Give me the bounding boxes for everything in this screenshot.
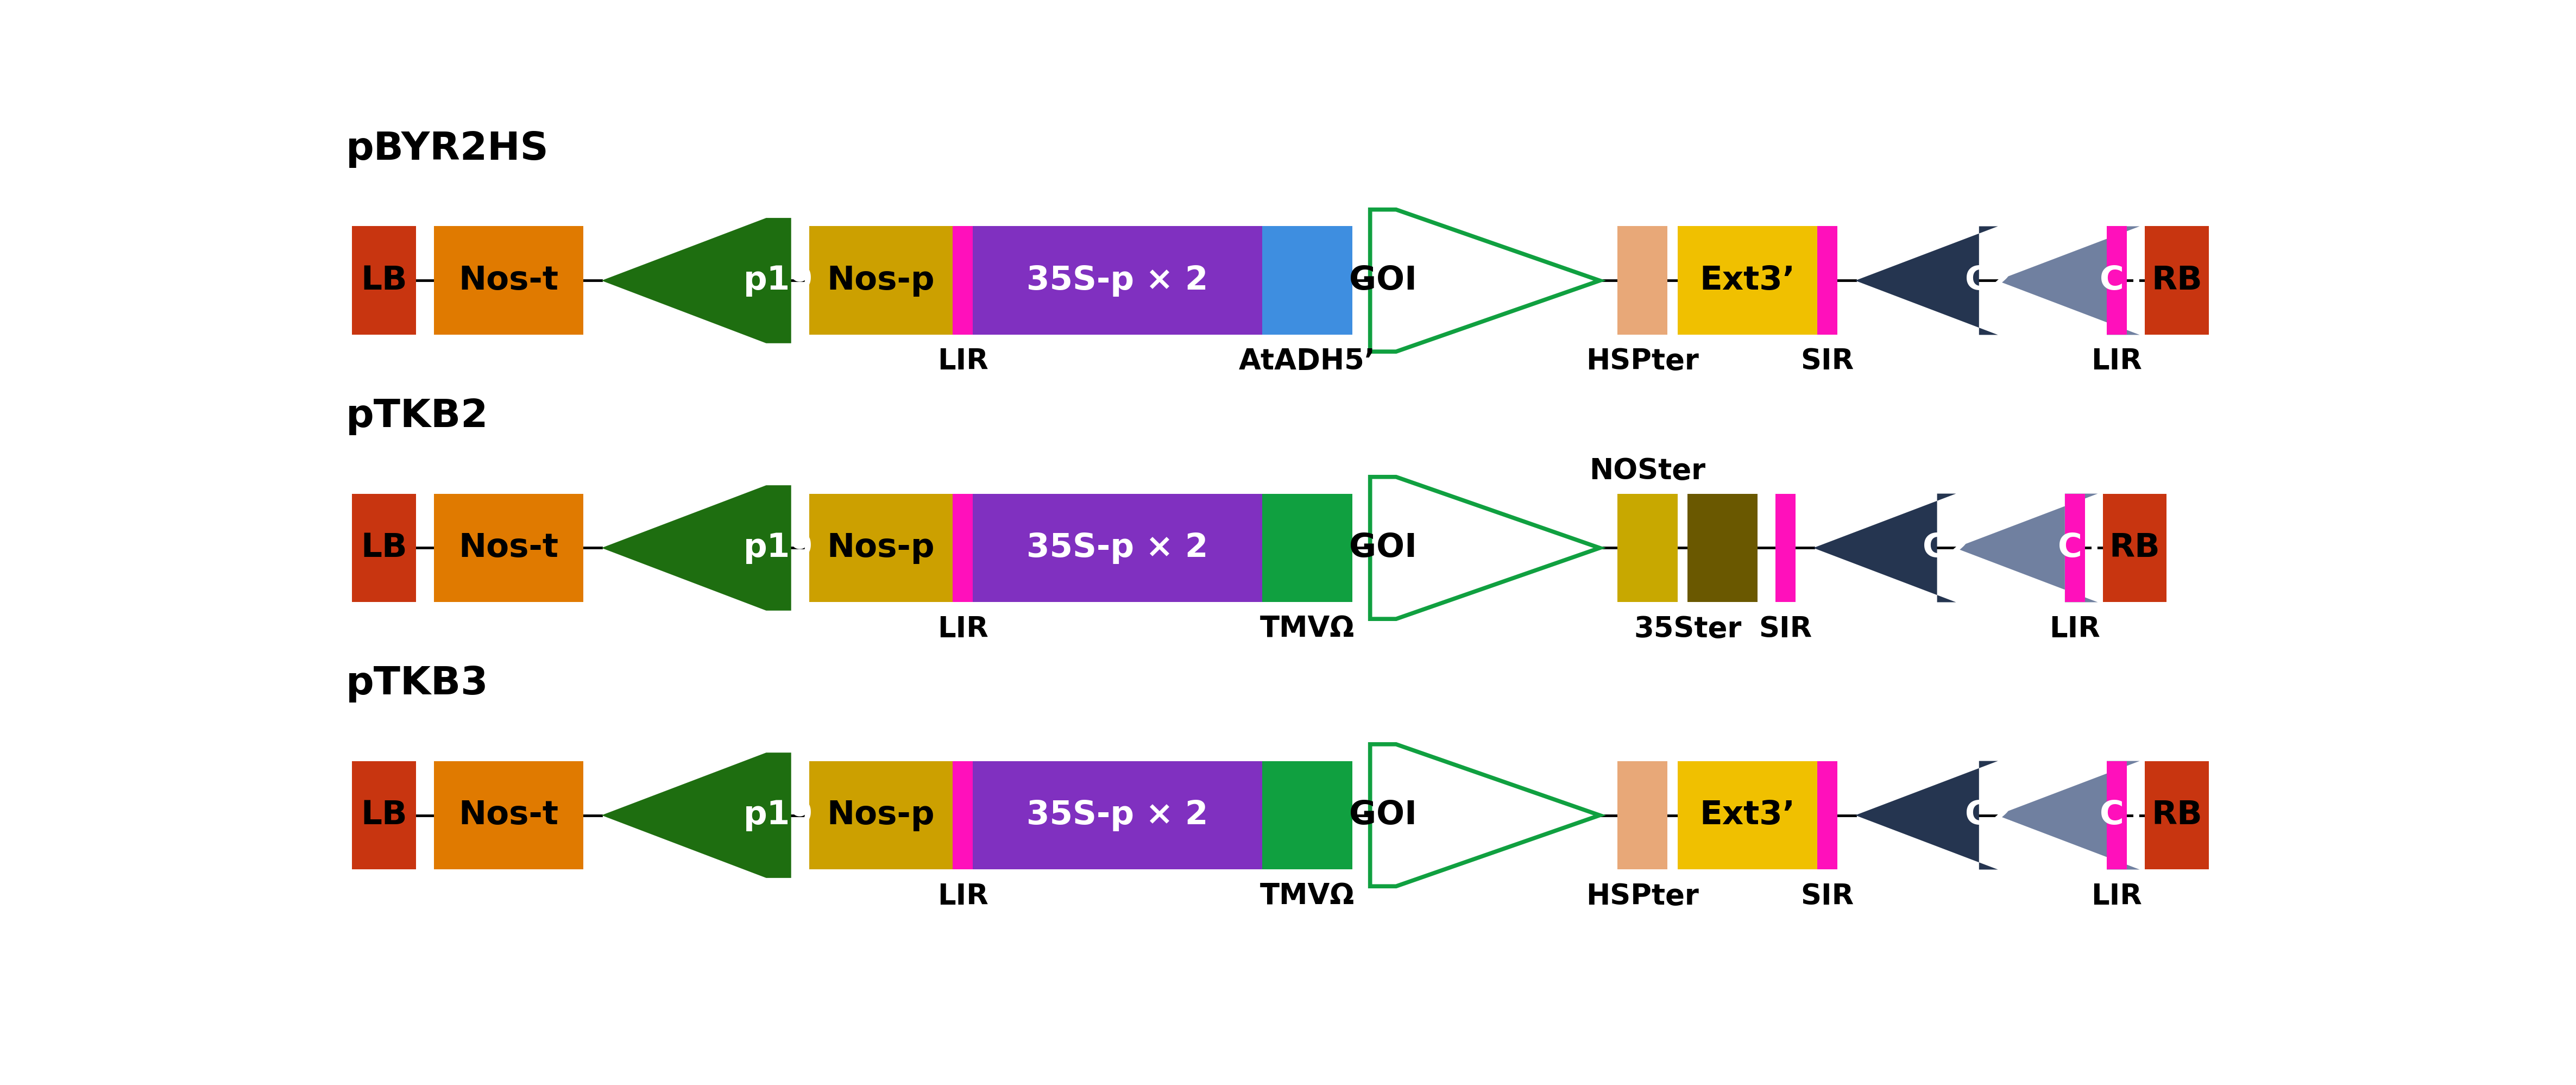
- FancyBboxPatch shape: [1262, 761, 1352, 869]
- Polygon shape: [1955, 494, 2097, 602]
- Text: LIR: LIR: [938, 882, 989, 910]
- Text: GOI: GOI: [1350, 532, 1417, 564]
- FancyBboxPatch shape: [953, 494, 974, 602]
- Text: TMVΩ: TMVΩ: [1260, 615, 1355, 643]
- Polygon shape: [1370, 477, 1600, 618]
- Text: LIR: LIR: [2092, 347, 2143, 375]
- FancyBboxPatch shape: [2066, 494, 2084, 602]
- Text: LB: LB: [361, 532, 407, 564]
- Polygon shape: [1855, 761, 1999, 869]
- FancyBboxPatch shape: [1618, 227, 1667, 335]
- Polygon shape: [1370, 744, 1600, 886]
- Text: RB: RB: [2151, 265, 2202, 296]
- FancyBboxPatch shape: [2146, 761, 2208, 869]
- FancyBboxPatch shape: [433, 227, 585, 335]
- FancyBboxPatch shape: [353, 227, 415, 335]
- Text: LB: LB: [361, 800, 407, 831]
- Text: Nos-t: Nos-t: [459, 265, 559, 296]
- FancyBboxPatch shape: [974, 494, 1262, 602]
- Text: NOSter: NOSter: [1589, 457, 1705, 485]
- Text: Nos-t: Nos-t: [459, 800, 559, 831]
- FancyBboxPatch shape: [1816, 761, 1837, 869]
- Text: LIR: LIR: [938, 615, 989, 643]
- Text: RB: RB: [2151, 800, 2202, 831]
- FancyBboxPatch shape: [2107, 761, 2128, 869]
- FancyBboxPatch shape: [809, 494, 953, 602]
- Text: GOI: GOI: [1350, 800, 1417, 831]
- FancyBboxPatch shape: [809, 761, 953, 869]
- FancyBboxPatch shape: [1775, 494, 1795, 602]
- Polygon shape: [1996, 761, 2141, 869]
- Text: p19: p19: [744, 532, 814, 564]
- Polygon shape: [1370, 209, 1600, 352]
- FancyBboxPatch shape: [2102, 494, 2166, 602]
- FancyBboxPatch shape: [974, 761, 1262, 869]
- Text: pBYR2HS: pBYR2HS: [345, 130, 549, 168]
- FancyBboxPatch shape: [1618, 494, 1677, 602]
- Text: p19: p19: [744, 265, 814, 296]
- Polygon shape: [1996, 227, 2141, 335]
- Text: HSPter: HSPter: [1587, 347, 1700, 375]
- FancyBboxPatch shape: [1677, 761, 1816, 869]
- Polygon shape: [600, 753, 791, 878]
- FancyBboxPatch shape: [953, 227, 974, 335]
- Text: C1: C1: [2058, 532, 2105, 564]
- FancyBboxPatch shape: [1618, 761, 1667, 869]
- Text: 35S-p × 2: 35S-p × 2: [1028, 532, 1208, 564]
- Polygon shape: [600, 218, 791, 343]
- Text: Ext3’: Ext3’: [1700, 265, 1795, 296]
- Text: 35Ster: 35Ster: [1633, 615, 1741, 643]
- Text: LIR: LIR: [938, 347, 989, 375]
- Text: LIR: LIR: [2092, 882, 2143, 910]
- Text: Nos-t: Nos-t: [459, 532, 559, 564]
- Text: AtADH5’: AtADH5’: [1239, 347, 1376, 375]
- FancyBboxPatch shape: [1687, 494, 1757, 602]
- Text: Nos-p: Nos-p: [827, 532, 935, 564]
- FancyBboxPatch shape: [1816, 227, 1837, 335]
- Text: LB: LB: [361, 265, 407, 296]
- Text: SIR: SIR: [1759, 615, 1811, 643]
- Text: SIR: SIR: [1801, 347, 1855, 375]
- Text: Ext3’: Ext3’: [1700, 800, 1795, 831]
- Text: C1: C1: [2099, 265, 2146, 296]
- Text: pTKB2: pTKB2: [345, 397, 489, 435]
- FancyBboxPatch shape: [809, 227, 953, 335]
- Text: pTKB3: pTKB3: [345, 665, 489, 702]
- Text: SIR: SIR: [1801, 882, 1855, 910]
- Text: p19: p19: [744, 800, 814, 831]
- Text: TMVΩ: TMVΩ: [1260, 882, 1355, 910]
- Text: C2: C2: [1965, 265, 2012, 296]
- Text: 35S-p × 2: 35S-p × 2: [1028, 800, 1208, 831]
- Text: RB: RB: [2110, 532, 2161, 564]
- FancyBboxPatch shape: [2146, 227, 2208, 335]
- FancyBboxPatch shape: [353, 761, 415, 869]
- Text: GOI: GOI: [1350, 265, 1417, 296]
- Text: C1: C1: [2099, 800, 2146, 831]
- Text: Nos-p: Nos-p: [827, 800, 935, 831]
- Polygon shape: [1814, 494, 1955, 602]
- FancyBboxPatch shape: [2107, 227, 2128, 335]
- Polygon shape: [600, 485, 791, 611]
- FancyBboxPatch shape: [1262, 494, 1352, 602]
- Text: LIR: LIR: [2050, 615, 2099, 643]
- FancyBboxPatch shape: [953, 761, 974, 869]
- Text: 35S-p × 2: 35S-p × 2: [1028, 265, 1208, 296]
- Text: C2: C2: [1922, 532, 1971, 564]
- FancyBboxPatch shape: [433, 494, 585, 602]
- FancyBboxPatch shape: [433, 761, 585, 869]
- FancyBboxPatch shape: [353, 494, 415, 602]
- Text: HSPter: HSPter: [1587, 882, 1700, 910]
- FancyBboxPatch shape: [1262, 227, 1352, 335]
- FancyBboxPatch shape: [1677, 227, 1816, 335]
- Text: Nos-p: Nos-p: [827, 265, 935, 296]
- Text: C2: C2: [1965, 800, 2012, 831]
- FancyBboxPatch shape: [974, 227, 1262, 335]
- Polygon shape: [1855, 227, 1999, 335]
